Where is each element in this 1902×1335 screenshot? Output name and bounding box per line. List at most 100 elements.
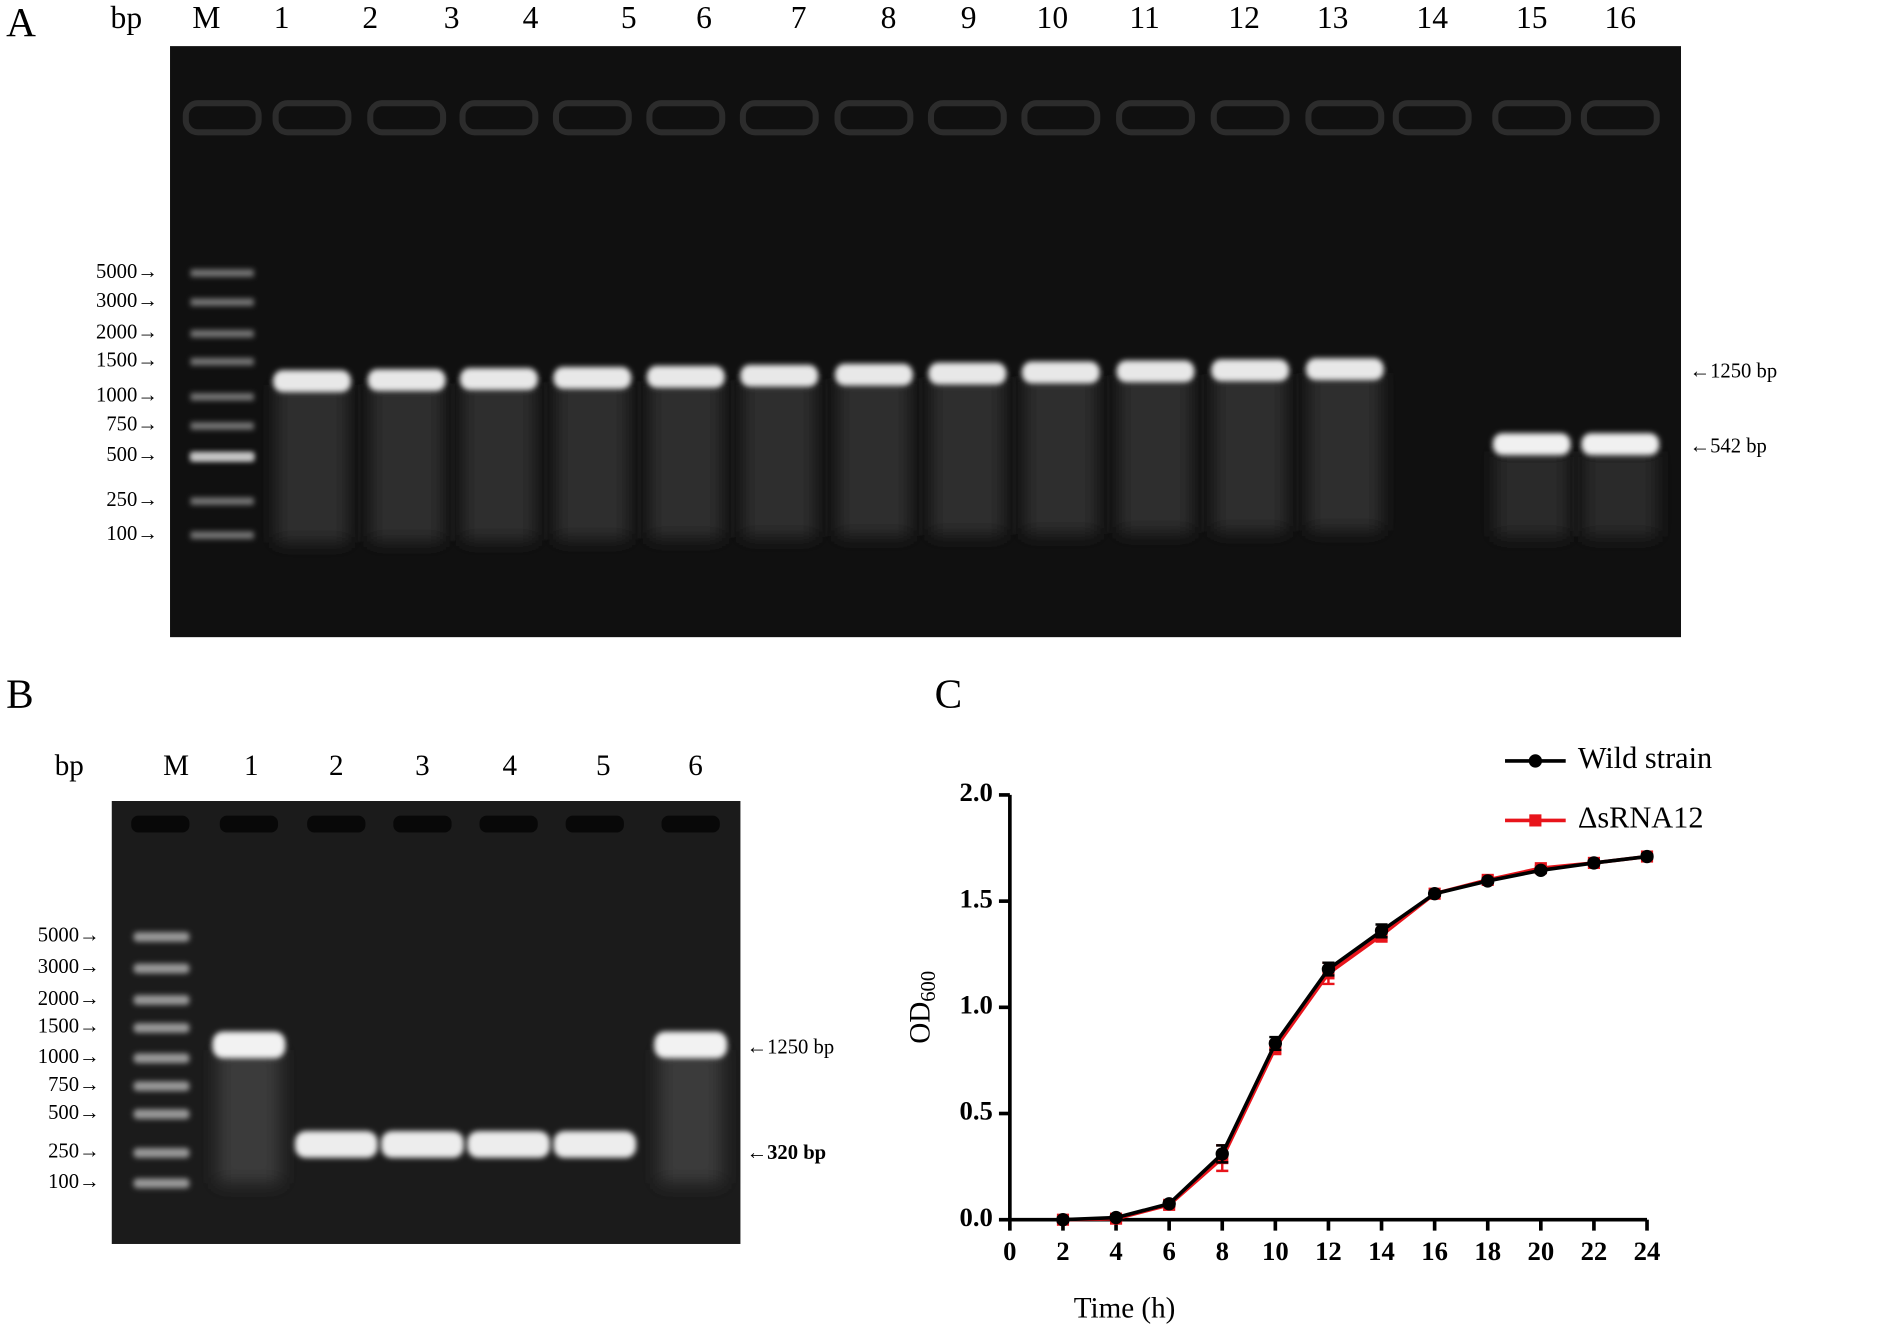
ladder-band — [133, 1109, 190, 1119]
panel-label: B — [6, 670, 34, 716]
lane-label: 11 — [1129, 0, 1159, 35]
ladder-band — [190, 497, 254, 505]
marker-label: 250→ — [106, 489, 158, 511]
ladder-band — [133, 963, 190, 974]
ladder-band — [190, 330, 254, 338]
well — [272, 100, 352, 136]
well — [1305, 100, 1385, 136]
lane-label: 9 — [961, 0, 977, 35]
smear — [1119, 375, 1192, 533]
well — [479, 815, 538, 833]
lane-label: 14 — [1416, 0, 1448, 35]
marker-label: 5000→ — [38, 925, 100, 947]
series-line — [1062, 854, 1648, 1222]
well — [307, 815, 366, 833]
x-tick-label: 8 — [1216, 1236, 1229, 1266]
ladder-band — [190, 531, 254, 539]
lane-label: 13 — [1317, 0, 1349, 35]
x-tick-label: 10 — [1262, 1236, 1289, 1266]
lane-label: 2 — [329, 750, 344, 782]
panel-label: A — [6, 0, 36, 45]
band — [928, 362, 1007, 385]
lane-label: 4 — [503, 750, 518, 782]
point — [1321, 962, 1336, 976]
marker-label: 1500→ — [38, 1016, 100, 1038]
gel-b — [111, 801, 741, 1244]
lane-label: 3 — [444, 0, 460, 35]
well — [393, 815, 452, 833]
point — [1534, 863, 1548, 878]
ladder-band — [190, 422, 254, 430]
smear — [930, 377, 1004, 535]
marker-label: 2000→ — [96, 321, 158, 343]
well — [834, 100, 914, 136]
x-tick-label: 2 — [1056, 1236, 1069, 1266]
band — [1305, 358, 1384, 381]
lane-label: 15 — [1516, 0, 1548, 35]
point — [1587, 856, 1601, 870]
smear — [275, 384, 349, 543]
band — [273, 370, 351, 393]
smear — [837, 378, 911, 537]
smear — [1024, 376, 1098, 534]
unit-label: bp — [111, 0, 143, 35]
lane-label: 5 — [596, 750, 611, 782]
ladder-band — [190, 358, 254, 366]
band — [835, 363, 913, 386]
x-tick-label: 14 — [1368, 1236, 1395, 1266]
well — [219, 815, 279, 833]
band — [212, 1031, 286, 1059]
band — [740, 364, 819, 387]
band — [646, 365, 725, 388]
well — [661, 815, 720, 833]
point — [1374, 924, 1389, 938]
x-axis-title: Time (h) — [1074, 1292, 1176, 1324]
well — [1210, 100, 1290, 136]
lane-label: 6 — [696, 0, 712, 35]
smear — [370, 383, 444, 542]
marker-label: 3000→ — [38, 956, 100, 978]
marker-label: 1000→ — [96, 385, 158, 407]
ladder-band — [190, 452, 254, 462]
lane-label: M — [163, 750, 189, 782]
series-line — [1062, 854, 1648, 1222]
point — [1268, 1036, 1283, 1051]
band — [1581, 433, 1660, 456]
lane-label: 1 — [274, 0, 290, 35]
well — [182, 100, 262, 136]
ladder-band — [133, 1148, 190, 1158]
marker-label: 1500→ — [96, 349, 158, 371]
band — [1492, 433, 1571, 456]
band — [1211, 359, 1289, 382]
lane-label: 12 — [1228, 0, 1260, 35]
well — [1580, 100, 1660, 136]
lane-label: 6 — [688, 750, 703, 782]
band — [467, 1131, 550, 1158]
marker-label: 1000→ — [38, 1046, 100, 1068]
lane-label: 5 — [621, 0, 637, 35]
marker-label: 750→ — [106, 414, 158, 436]
point — [1215, 1147, 1229, 1161]
x-tick-label: 22 — [1581, 1236, 1608, 1266]
band-label: ←542 bp — [1689, 436, 1766, 458]
point — [1481, 874, 1495, 888]
point — [1109, 1210, 1123, 1225]
point — [1056, 1213, 1070, 1227]
unit-label: bp — [55, 750, 84, 782]
lane-label: 3 — [415, 750, 430, 782]
ladder-band — [190, 393, 254, 401]
marker-label: 3000→ — [96, 290, 158, 312]
ladder-band — [133, 1053, 190, 1064]
band — [460, 368, 538, 390]
y-tick-label: 2.0 — [960, 777, 993, 807]
x-tick-label: 24 — [1634, 1236, 1661, 1266]
y-axis-title-sub: 600 — [917, 971, 939, 1002]
smear — [217, 1049, 281, 1184]
y-tick-label: 0.0 — [960, 1202, 993, 1232]
band — [381, 1131, 464, 1158]
well — [739, 100, 819, 136]
legend-label: ΔsRNA12 — [1578, 800, 1704, 834]
x-tick-label: 12 — [1315, 1236, 1342, 1266]
